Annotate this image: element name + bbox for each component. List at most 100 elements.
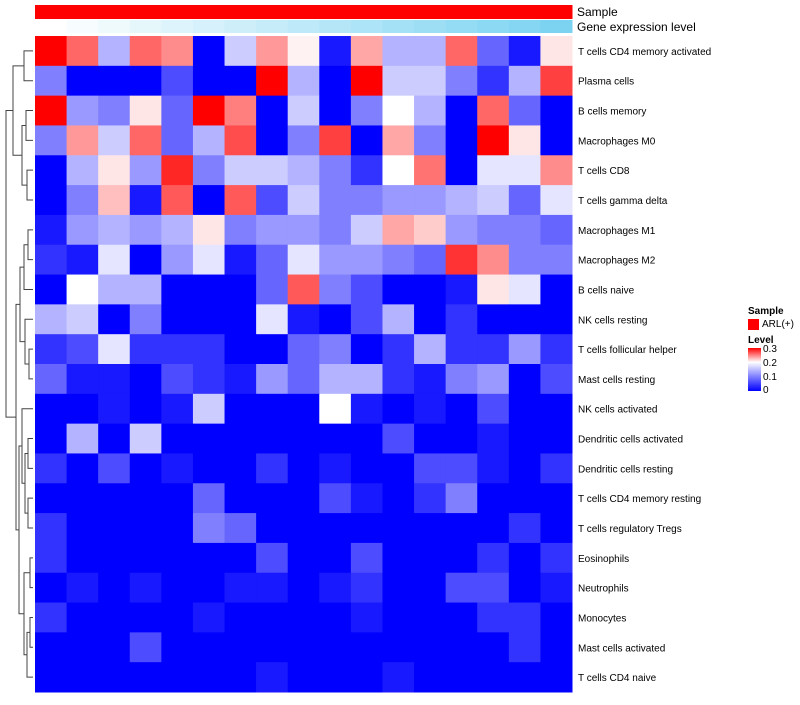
heatmap-cell (287, 423, 320, 454)
heatmap-cell (540, 662, 573, 693)
heatmap-cell (319, 662, 352, 693)
heatmap-cell (98, 334, 131, 365)
heatmap-cell (256, 274, 289, 305)
heatmap-cell (256, 185, 289, 216)
heatmap-cell (224, 155, 257, 186)
heatmap-cell (256, 36, 289, 67)
heatmap-cell (35, 632, 68, 663)
heatmap-cell (508, 423, 541, 454)
heatmap-cell (66, 244, 99, 276)
legend-sample-entry: ARL(+) (762, 319, 794, 330)
expression-annotation-cell (66, 20, 99, 33)
heatmap-cell (319, 334, 352, 365)
heatmap-cell (445, 185, 478, 216)
heatmap-cell (540, 364, 573, 395)
heatmap-cell (477, 364, 510, 395)
heatmap-cell (414, 542, 447, 574)
heatmap-cell (445, 304, 478, 335)
row-label: T cells CD4 naive (578, 673, 657, 684)
heatmap-cell (508, 393, 541, 425)
heatmap-cell (287, 334, 320, 365)
heatmap-cell (508, 513, 541, 544)
row-label: Mast cells activated (578, 643, 665, 654)
dendrogram-branch (28, 348, 33, 380)
row-label: Macrophages M2 (578, 256, 656, 267)
heatmap-cell (129, 185, 162, 216)
heatmap-cell (256, 632, 289, 663)
legend-tick-0: 0.3 (763, 344, 777, 355)
heatmap-cell (508, 453, 541, 484)
heatmap-cell (445, 334, 478, 365)
heatmap-cell (256, 125, 289, 156)
heatmap-cell (350, 423, 383, 454)
row-label: T cells CD8 (578, 166, 630, 177)
heatmap-cell (350, 662, 383, 693)
heatmap-cell (256, 572, 289, 604)
sample-annotation-cell (540, 5, 573, 19)
heatmap-cell (477, 155, 510, 186)
heatmap-cell (35, 185, 68, 216)
heatmap-cell (382, 304, 415, 335)
heatmap-cell (129, 662, 162, 693)
heatmap-cell (35, 602, 68, 633)
heatmap-cell (66, 542, 99, 574)
heatmap-cell (540, 304, 573, 335)
heatmap-cell (508, 542, 541, 574)
dendrogram-branch (25, 110, 33, 141)
heatmap-cell (35, 513, 68, 544)
heatmap-cell (445, 393, 478, 425)
heatmap-cell (477, 304, 510, 335)
heatmap-cell (256, 602, 289, 633)
heatmap-cell (287, 632, 320, 663)
heatmap-cell (287, 572, 320, 604)
heatmap-cell (192, 334, 226, 365)
row-label: T cells CD4 memory activated (578, 47, 711, 58)
heatmap-cell (129, 602, 162, 633)
heatmap-cell (319, 602, 352, 633)
row-label: Eosinophils (578, 554, 629, 565)
sample-annotation-cell (287, 5, 320, 19)
heatmap-cell (129, 542, 162, 574)
sample-annotation-cell (161, 5, 194, 19)
heatmap-cell (98, 513, 131, 544)
row-label: T cells gamma delta (578, 196, 668, 207)
heatmap-cell (414, 662, 447, 693)
heatmap-cell (508, 334, 541, 365)
expression-annotation-cell (540, 20, 573, 33)
heatmap-cell (161, 483, 194, 514)
sample-annotation-cell (256, 5, 289, 19)
heatmap-cell (66, 334, 99, 365)
sample-annotation-cell (508, 5, 541, 19)
heatmap-cell (477, 542, 510, 574)
heatmap-cell (350, 155, 383, 186)
heatmap-cell (256, 364, 289, 395)
sample-annotation-cell (129, 5, 162, 19)
heatmap-cell (540, 602, 573, 633)
heatmap-cell (161, 125, 194, 156)
heatmap-cell (129, 483, 162, 514)
heatmap-cell (477, 95, 510, 126)
heatmap-cell (319, 65, 352, 97)
heatmap-cell (414, 95, 447, 126)
dendrogram-branch (27, 229, 33, 261)
dendrogram-branch (27, 497, 33, 529)
heatmap-cell (350, 334, 383, 365)
sample-annotation-cell (192, 5, 226, 19)
heatmap-cell (287, 453, 320, 484)
legend-sample-title: Sample (748, 306, 784, 317)
heatmap-cell (35, 542, 68, 574)
heatmap-cell (129, 334, 162, 365)
row-label: Mast cells resting (578, 375, 655, 386)
heatmap-cell (414, 602, 447, 633)
heatmap-cell (192, 95, 226, 126)
row-label: T cells regulatory Tregs (578, 524, 682, 535)
heatmap-cell (224, 185, 257, 216)
heatmap-cell (35, 95, 68, 126)
heatmap-cell (382, 244, 415, 276)
heatmap-cell (192, 364, 226, 395)
heatmap-cell (161, 453, 194, 484)
heatmap-cell (350, 274, 383, 305)
heatmap-cell (129, 572, 162, 604)
heatmap-cell (319, 95, 352, 126)
heatmap-cell (98, 36, 131, 67)
